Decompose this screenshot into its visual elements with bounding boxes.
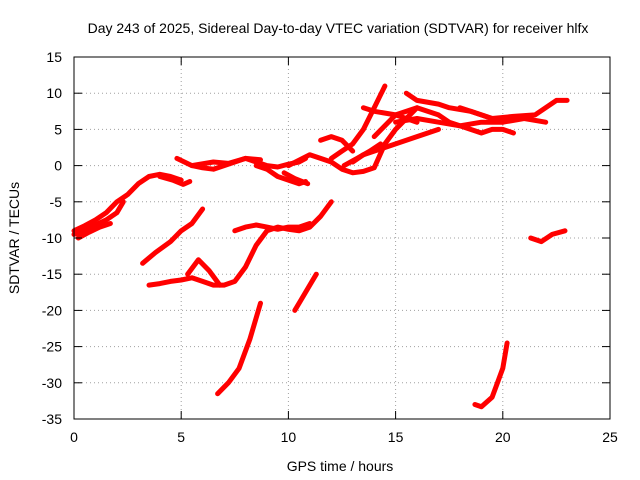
series-line-25 <box>528 228 568 245</box>
axis-ticks: 0 5 10 15 20 25 -35 -30 -25 -20 -15 -10 -5 0 5 10 15 <box>42 49 618 445</box>
series-line-1 <box>71 199 126 237</box>
series-line-24 <box>472 340 510 410</box>
y-tick-label: -25 <box>42 339 62 355</box>
series-line-2 <box>75 221 113 241</box>
y-tick-label: 0 <box>54 158 62 174</box>
series-line-19 <box>146 199 334 288</box>
y-tick-label: -35 <box>42 411 62 427</box>
series-line-5 <box>189 155 263 169</box>
series-line-17 <box>457 105 506 125</box>
series-line-15 <box>393 116 549 129</box>
x-tick-label: 0 <box>70 429 78 445</box>
y-axis-label: SDTVAR / TECUs <box>6 182 22 294</box>
series-line-21 <box>232 221 313 234</box>
y-tick-label: -20 <box>42 302 62 318</box>
series-line-10 <box>328 83 388 161</box>
y-tick-label: 5 <box>54 121 62 137</box>
series-line-12 <box>350 126 441 165</box>
series-line-20 <box>185 257 223 288</box>
y-tick-label: 10 <box>46 85 62 101</box>
y-tick-label: -10 <box>42 230 62 246</box>
y-tick-label: 15 <box>46 49 62 65</box>
series-line-22 <box>215 300 263 397</box>
y-tick-label: -5 <box>50 194 63 210</box>
data-series <box>71 83 570 410</box>
x-tick-label: 20 <box>495 429 511 445</box>
x-tick-label: 25 <box>602 429 618 445</box>
x-tick-label: 15 <box>388 429 404 445</box>
x-tick-label: 10 <box>281 429 297 445</box>
series-line-23 <box>292 271 319 313</box>
chart-title: Day 243 of 2025, Sidereal Day-to-day VTE… <box>88 20 589 36</box>
x-tick-label: 5 <box>177 429 185 445</box>
x-axis-label: GPS time / hours <box>287 458 394 474</box>
y-tick-label: -30 <box>42 375 62 391</box>
y-tick-label: -15 <box>42 266 62 282</box>
series-line-7 <box>281 170 311 187</box>
series-line-8 <box>285 105 420 176</box>
series-line-18 <box>140 206 206 266</box>
series-line-3 <box>157 174 193 187</box>
